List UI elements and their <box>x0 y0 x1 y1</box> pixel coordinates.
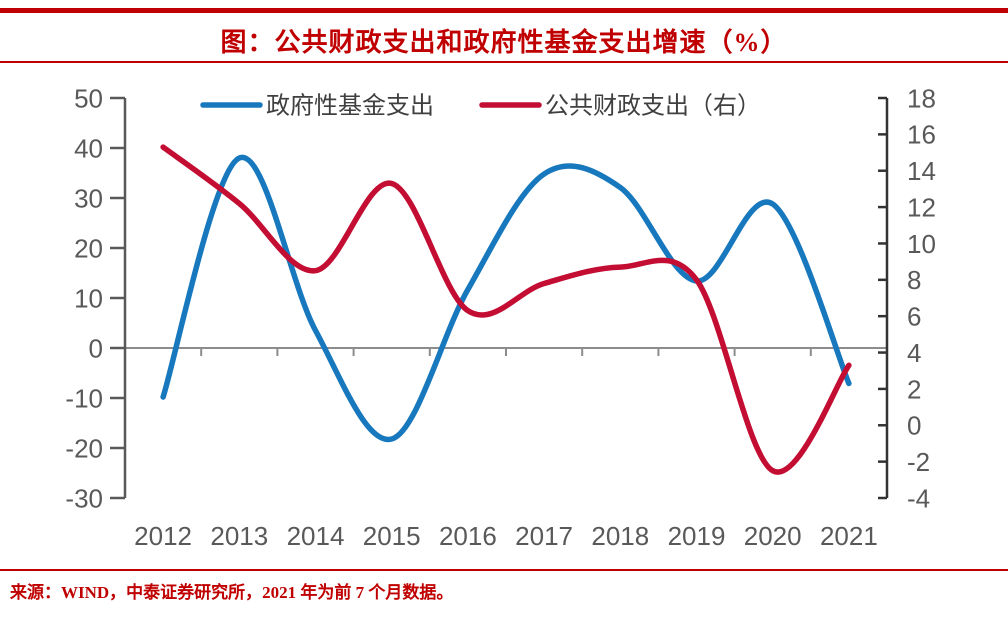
x-axis-year-label: 2019 <box>668 521 726 551</box>
left-axis-tick-label: 0 <box>89 333 103 363</box>
left-axis-tick-label: -30 <box>65 483 103 513</box>
source-divider-rule <box>0 569 1008 571</box>
right-axis-tick-label: 0 <box>907 411 921 441</box>
left-axis-tick-label: 10 <box>74 283 103 313</box>
right-axis-tick-label: 18 <box>907 83 936 113</box>
right-axis-tick-label: 8 <box>907 265 921 295</box>
series-line-public-finance <box>160 144 852 475</box>
x-axis-year-label: 2018 <box>591 521 649 551</box>
legend-label-government-fund: 政府性基金支出 <box>266 93 434 120</box>
x-axis-year-label: 2021 <box>820 521 878 551</box>
legend-label-public-finance: 公共财政支出（右） <box>545 93 761 120</box>
right-axis-tick-label: -2 <box>907 447 930 477</box>
right-axis-tick-label: 12 <box>907 192 936 222</box>
right-axis-tick-label: 10 <box>907 229 936 259</box>
top-red-rule <box>0 8 1008 13</box>
right-axis-tick-label: 6 <box>907 302 921 332</box>
series-line-government-fund <box>160 154 852 443</box>
x-axis-year-label: 2013 <box>210 521 268 551</box>
left-axis-tick-label: -20 <box>65 433 103 463</box>
left-axis-tick-label: 50 <box>74 83 103 113</box>
chart-title: 图：公共财政支出和政府性基金支出增速（%） <box>220 28 788 57</box>
x-axis-year-label: 2016 <box>439 521 497 551</box>
right-axis-tick-label: 14 <box>907 156 936 186</box>
right-axis-tick-label: -4 <box>907 483 930 513</box>
left-axis-tick-label: -10 <box>65 383 103 413</box>
left-axis-tick-label: 20 <box>74 233 103 263</box>
x-axis-year-label: 2017 <box>515 521 573 551</box>
x-axis-year-label: 2012 <box>134 521 192 551</box>
x-axis-year-label: 2020 <box>744 521 802 551</box>
x-axis-year-label: 2015 <box>363 521 421 551</box>
left-axis-tick-label: 30 <box>74 183 103 213</box>
title-divider-rule <box>0 61 1008 63</box>
x-axis-year-label: 2014 <box>287 521 345 551</box>
chart-legend: 政府性基金支出 公共财政支出（右） <box>200 93 761 120</box>
right-axis-tick-label: 16 <box>907 120 936 150</box>
right-axis-tick-label: 4 <box>907 338 921 368</box>
right-axis-tick-label: 2 <box>907 374 921 404</box>
source-note: 来源：WIND，中泰证券研究所，2021 年为前 7 个月数据。 <box>10 583 454 602</box>
left-axis-tick-label: 40 <box>74 133 103 163</box>
